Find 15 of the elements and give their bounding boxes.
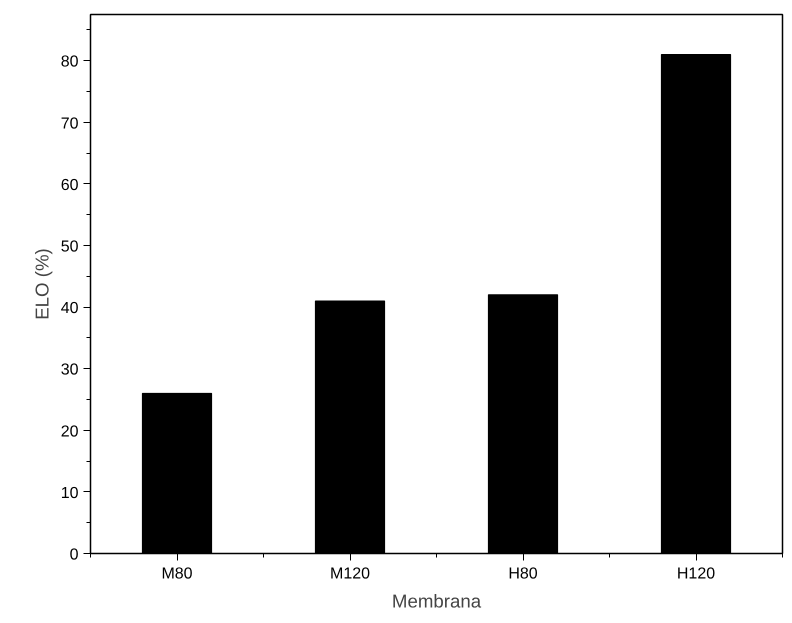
y-tick-label: 60 (60, 176, 79, 194)
x-tick-label: M120 (330, 566, 370, 582)
y-tick-label: 70 (60, 115, 79, 132)
y-tick-label: 10 (60, 484, 79, 502)
y-tick-label: 40 (60, 300, 79, 318)
y-tick-label: 30 (60, 362, 79, 379)
x-tick-label: H120 (676, 566, 716, 582)
y-tick-label: 50 (60, 238, 79, 256)
x-tick-label: M80 (161, 566, 193, 582)
x-tick-label: H80 (508, 566, 538, 582)
y-tick-label: 20 (60, 423, 79, 440)
y-tick-label: 80 (60, 54, 79, 71)
x-axis-title: Membrana (392, 590, 482, 612)
y-axis-title: ELO (%) (32, 248, 53, 320)
y-tick-label: 0 (70, 546, 79, 564)
